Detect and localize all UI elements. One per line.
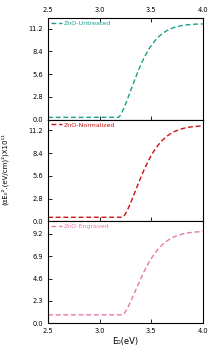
Legend: ZnO-Engraved: ZnO-Engraved: [49, 223, 111, 230]
X-axis label: E₀(eV): E₀(eV): [112, 337, 138, 346]
Legend: ZnO-Untreated: ZnO-Untreated: [49, 19, 112, 27]
Text: (αE₀².(eV/cm)²)X10¹¹: (αE₀².(eV/cm)²)X10¹¹: [0, 133, 8, 205]
Legend: ZnO-Normalized: ZnO-Normalized: [49, 121, 116, 129]
